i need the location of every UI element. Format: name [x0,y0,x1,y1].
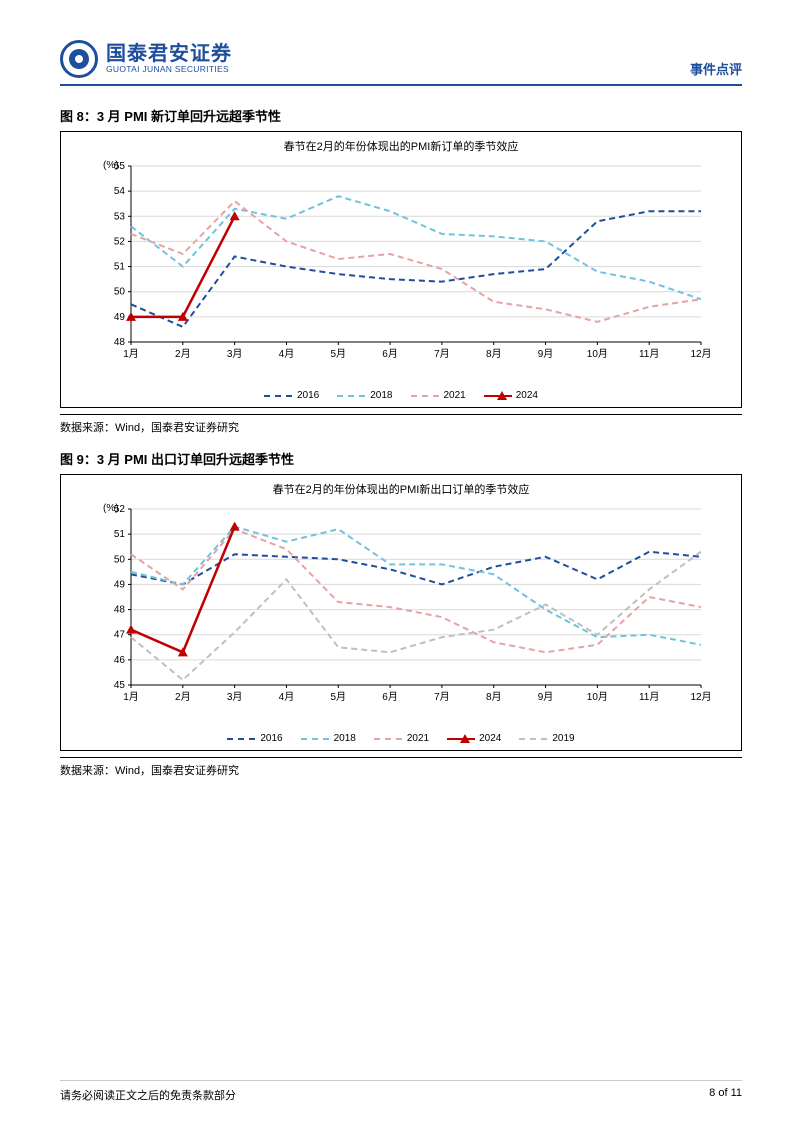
svg-text:1月: 1月 [123,691,139,703]
chart9-box: 春节在2月的年份体现出的PMI新出口订单的季节效应 45 46 47 48 49 50 51… [60,474,742,751]
svg-text:(%): (%) [103,160,119,171]
legend-label: 2021 [407,733,429,744]
legend-label: 2024 [479,733,501,744]
svg-text:6月: 6月 [382,348,398,360]
svg-text:11月: 11月 [639,348,659,360]
svg-text:54: 54 [114,186,126,197]
svg-text:2月: 2月 [175,348,191,360]
svg-text:12月: 12月 [690,691,711,703]
svg-text:5月: 5月 [330,691,346,703]
legend-label: 2024 [516,390,538,401]
legend-item: 2024 [447,733,501,744]
legend-item: 2024 [484,390,538,401]
disclaimer: 请务必阅读正文之后的免责条款部分 [60,1087,236,1103]
svg-text:49: 49 [114,312,126,323]
svg-text:10月: 10月 [587,691,608,703]
svg-text:48: 48 [114,605,126,616]
doc-type: 事件点评 [690,59,742,78]
svg-text:53: 53 [114,211,126,222]
legend-label: 2018 [334,733,356,744]
svg-text:9月: 9月 [538,691,554,703]
svg-text:49: 49 [114,579,126,590]
legend-item: 2019 [519,733,574,744]
footer: 请务必阅读正文之后的免责条款部分 8 of 11 [60,1080,742,1103]
chart9-source: 数据来源：Wind，国泰君安证券研究 [60,757,742,778]
svg-text:45: 45 [114,680,126,691]
chart9-plot: 45464748495051521月2月3月4月5月6月7月8月9月10月11月… [71,499,731,729]
chart8-title: 图 8：3 月 PMI 新订单回升远超季节性 [60,106,742,125]
svg-text:8月: 8月 [486,691,502,703]
logo-block: 国泰君安证券 GUOTAI JUNAN SECURITIES [60,40,232,78]
svg-text:3月: 3月 [227,691,243,703]
svg-text:3月: 3月 [227,348,243,360]
svg-text:10月: 10月 [587,348,608,360]
svg-text:51: 51 [114,262,126,273]
svg-text:47: 47 [114,630,126,641]
legend-item: 2016 [227,733,282,744]
svg-text:12月: 12月 [690,348,711,360]
svg-text:1月: 1月 [123,348,139,360]
chart9-inner-title: 春节在2月的年份体现出的PMI新出口订单的季节效应 [71,481,731,497]
legend-label: 2018 [370,390,392,401]
chart8-legend: 2016 2018 2021 2024 [71,390,731,401]
svg-text:50: 50 [114,287,126,298]
chart8-source: 数据来源：Wind，国泰君安证券研究 [60,414,742,435]
svg-text:4月: 4月 [279,348,295,360]
legend-item: 2021 [374,733,429,744]
legend-label: 2021 [444,390,466,401]
svg-text:7月: 7月 [434,348,450,360]
svg-text:2月: 2月 [175,691,191,703]
svg-text:11月: 11月 [639,691,659,703]
legend-item: 2016 [264,390,319,401]
svg-text:9月: 9月 [538,348,554,360]
logo-cn: 国泰君安证券 [106,43,232,65]
page-header: 国泰君安证券 GUOTAI JUNAN SECURITIES 事件点评 [60,40,742,86]
svg-text:51: 51 [114,529,126,540]
legend-label: 2019 [552,733,574,744]
chart9-title: 图 9：3 月 PMI 出口订单回升远超季节性 [60,449,742,468]
page-number: 8 of 11 [709,1087,742,1103]
svg-text:7月: 7月 [434,691,450,703]
svg-text:52: 52 [114,236,126,247]
logo-icon [60,40,98,78]
chart8-plot: 48495051525354551月2月3月4月5月6月7月8月9月10月11月… [71,156,731,386]
svg-text:48: 48 [114,337,126,348]
svg-text:50: 50 [114,554,126,565]
logo-en: GUOTAI JUNAN SECURITIES [106,65,232,74]
legend-label: 2016 [260,733,282,744]
svg-text:4月: 4月 [279,691,295,703]
svg-text:6月: 6月 [382,691,398,703]
chart8-box: 春节在2月的年份体现出的PMI新订单的季节效应 4849505152535455… [60,131,742,408]
legend-item: 2018 [337,390,392,401]
legend-item: 2021 [411,390,466,401]
chart9-legend: 2016 2018 2021 2024 2019 [71,733,731,744]
legend-label: 2016 [297,390,319,401]
legend-item: 2018 [301,733,356,744]
svg-text:8月: 8月 [486,348,502,360]
chart8-inner-title: 春节在2月的年份体现出的PMI新订单的季节效应 [71,138,731,154]
svg-text:(%): (%) [103,503,119,514]
svg-text:46: 46 [114,655,126,666]
svg-text:5月: 5月 [330,348,346,360]
